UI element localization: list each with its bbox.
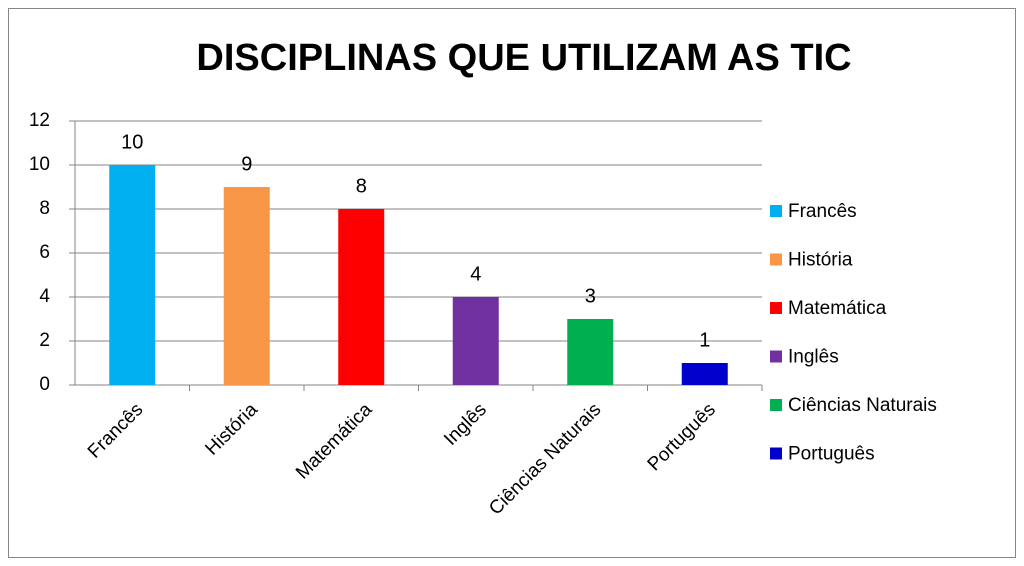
bar [223, 187, 270, 385]
legend-label: Ciências Naturais [788, 395, 937, 416]
data-label: 1 [699, 329, 710, 351]
legend-swatch [770, 205, 782, 217]
legend-label: Português [788, 444, 875, 465]
data-label: 3 [585, 285, 596, 307]
bar [567, 319, 614, 385]
y-tick-label: 4 [39, 286, 50, 307]
data-label: 10 [121, 131, 143, 153]
legend-swatch [770, 399, 782, 411]
bar [338, 209, 385, 385]
legend-swatch [770, 447, 782, 460]
bar [109, 165, 156, 385]
data-label: 8 [356, 175, 367, 197]
legend-label: Inglês [788, 347, 839, 368]
legend-label: Matemática [788, 298, 887, 319]
y-tick-label: 10 [29, 154, 50, 175]
legend-swatch [770, 253, 782, 266]
legend-swatch [770, 350, 782, 363]
y-tick-label: 2 [39, 330, 50, 351]
legend-swatch [770, 302, 782, 314]
y-tick-label: 8 [39, 198, 50, 219]
legend-label: História [788, 250, 853, 271]
y-tick-label: 6 [39, 242, 50, 263]
bar [681, 363, 728, 385]
bar [452, 297, 499, 385]
y-tick-label: 12 [29, 110, 50, 131]
data-label: 4 [470, 263, 481, 285]
y-tick-label: 0 [39, 374, 50, 395]
chart-title: DISCIPLINAS QUE UTILIZAM AS TIC [196, 37, 851, 79]
legend-label: Francês [788, 201, 857, 222]
chart-border [8, 8, 1016, 558]
data-label: 9 [241, 153, 252, 175]
